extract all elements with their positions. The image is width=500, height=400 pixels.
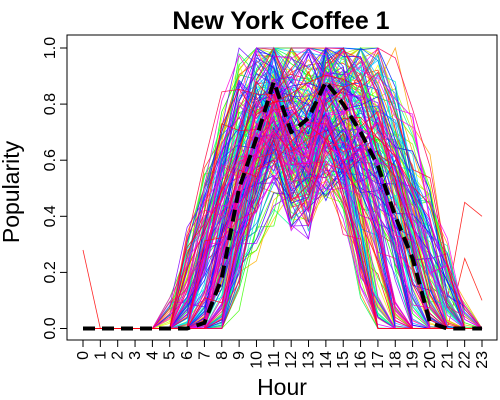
x-tick-label: 6 [179,351,196,360]
x-tick-label: 11 [266,351,283,368]
x-tick-label: 0 [75,351,92,360]
y-axis: 0.0 0.2 0.4 0.6 0.8 1.0 [42,37,67,340]
y-tick-label: 0.8 [42,93,59,115]
x-tick-label: 23 [474,351,491,369]
x-tick-label: 10 [248,351,265,369]
x-tick-label: 15 [335,351,352,369]
x-tick-label: 4 [144,351,161,360]
x-tick-label: 18 [387,351,404,369]
plot-frame [66,34,498,341]
x-tick-label: 1 [92,351,109,360]
x-tick-label: 12 [283,351,300,369]
y-tick-label: 0.2 [42,261,59,283]
x-tick-label: 16 [353,351,370,369]
x-tick-label: 3 [127,351,144,360]
x-tick-label: 5 [162,351,179,360]
y-tick-label: 1.0 [42,37,59,59]
x-axis: 0 1 2 3 4 5 6 7 8 9 10 11 12 13 14 15 16 17 18 19 20 21 22 23 [75,340,491,369]
x-tick-label: 14 [318,351,335,369]
chart-title: New York Coffee 1 [172,7,389,35]
x-tick-label: 21 [439,351,456,369]
x-tick-label: 19 [405,351,422,369]
x-axis-label: Hour [257,374,307,400]
y-tick-label: 0.4 [42,205,59,227]
background-lines-group [82,46,483,329]
y-tick-label: 0.0 [42,317,59,339]
average-series-line [83,79,482,331]
y-axis-label: Popularity [0,140,24,243]
x-tick-label: 8 [214,351,231,360]
x-tick-label: 9 [231,351,248,360]
x-tick-label: 20 [422,351,439,369]
x-tick-label: 17 [370,351,387,369]
x-tick-label: 7 [196,351,213,360]
x-tick-label: 13 [301,351,318,369]
x-tick-label: 22 [457,351,474,369]
x-tick-label: 2 [110,351,127,360]
main-series-group [83,79,482,331]
y-tick-label: 0.6 [42,149,59,171]
